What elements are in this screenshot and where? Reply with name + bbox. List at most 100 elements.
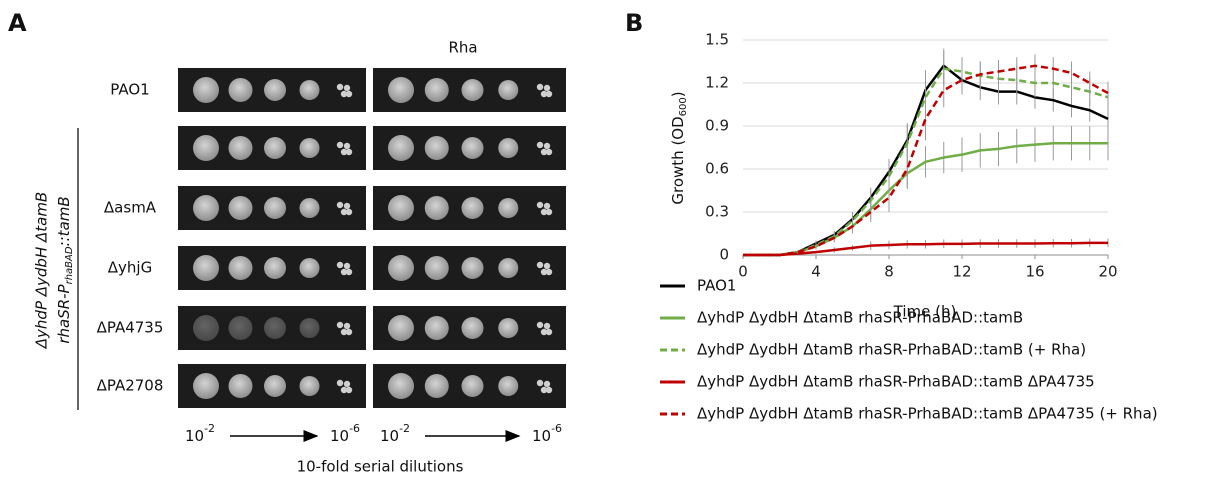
colony xyxy=(343,142,351,150)
text-part: rhaSR-P xyxy=(55,283,73,343)
dilution-label: 10-2 xyxy=(185,422,215,445)
colony xyxy=(345,386,353,394)
y-tick-label: 0.6 xyxy=(705,160,729,178)
colony xyxy=(536,321,544,329)
base: 10 xyxy=(330,427,349,445)
x-axis-title: Time (h) xyxy=(893,303,957,321)
spot xyxy=(228,374,253,398)
legend-label: ΔyhdP ΔydbH ΔtamB rhaSR-PrhaBAD::tamB ΔP… xyxy=(697,373,1095,391)
spot xyxy=(299,138,320,158)
spot xyxy=(498,258,519,278)
spot xyxy=(461,79,484,101)
spot xyxy=(264,375,286,397)
colony xyxy=(343,380,351,388)
y-tick-label: 0.9 xyxy=(705,117,729,135)
spot xyxy=(498,138,519,158)
spot xyxy=(461,317,484,339)
row-label: ΔyhjG xyxy=(108,259,152,277)
series-line xyxy=(743,64,1109,257)
colony xyxy=(340,386,348,394)
spot xyxy=(388,77,414,103)
series-line xyxy=(743,241,1108,257)
group-label: ΔyhdP ΔydbH ΔtamB rhaSR-PrhaBAD::tamB xyxy=(33,192,76,349)
colony xyxy=(336,201,344,209)
exponent: -2 xyxy=(204,422,215,435)
colony xyxy=(336,379,344,387)
colony xyxy=(540,90,548,98)
x-tick-label: 0 xyxy=(738,263,748,281)
colony xyxy=(543,202,551,210)
y-tick-label: 1.2 xyxy=(705,74,729,92)
dilution-label: 10-2 xyxy=(380,422,410,445)
spot xyxy=(264,79,286,101)
colony xyxy=(343,202,351,210)
spot xyxy=(498,198,519,218)
colony xyxy=(540,148,548,156)
colony xyxy=(536,83,544,91)
legend-label: PAO1 xyxy=(697,277,736,295)
spot xyxy=(299,198,320,218)
group-label-line: rhaSR-PrhaBAD::tamB xyxy=(55,196,76,343)
colony xyxy=(545,386,553,394)
spot xyxy=(299,258,320,278)
colony xyxy=(340,328,348,336)
y-tick-label: 0 xyxy=(719,246,729,264)
colony xyxy=(545,328,553,336)
exponent: -6 xyxy=(551,422,562,435)
colony xyxy=(336,321,344,329)
spot xyxy=(299,376,320,396)
row-label: ΔasmA xyxy=(104,199,157,217)
row-label: PAO1 xyxy=(110,81,149,99)
subscript: 600 xyxy=(678,97,689,116)
exponent: -6 xyxy=(349,422,360,435)
colony xyxy=(536,261,544,269)
colony xyxy=(545,148,553,156)
colony xyxy=(543,84,551,92)
text-part: Growth (OD xyxy=(669,116,687,204)
spot xyxy=(498,318,519,338)
colony xyxy=(340,208,348,216)
colony xyxy=(340,90,348,98)
dilution-label: 10-6 xyxy=(532,422,562,445)
spot xyxy=(193,255,219,281)
colony xyxy=(540,386,548,394)
colony xyxy=(536,379,544,387)
colony xyxy=(340,148,348,156)
group-label-line: ΔyhdP ΔydbH ΔtamB xyxy=(33,192,51,349)
x-tick-label: 4 xyxy=(811,263,821,281)
colony xyxy=(543,322,551,330)
base: 10 xyxy=(380,427,399,445)
colony xyxy=(540,208,548,216)
colony xyxy=(336,83,344,91)
spot xyxy=(193,373,219,399)
spot xyxy=(228,256,253,280)
colony xyxy=(343,84,351,92)
spot xyxy=(498,376,519,396)
legend-label: ΔyhdP ΔydbH ΔtamB rhaSR-PrhaBAD::tamB ΔP… xyxy=(697,405,1158,423)
spot xyxy=(193,135,219,161)
spot xyxy=(299,80,320,100)
colony xyxy=(336,261,344,269)
spot xyxy=(388,373,414,399)
footer: 10-fold serial dilutions xyxy=(297,458,464,476)
colony xyxy=(540,328,548,336)
legend-label: ΔyhdP ΔydbH ΔtamB rhaSR-PrhaBAD::tamB xyxy=(697,309,1023,327)
spot xyxy=(388,315,414,341)
spot xyxy=(228,316,253,340)
text-part: ::tamB xyxy=(55,196,73,246)
spot xyxy=(424,78,449,102)
colony xyxy=(340,268,348,276)
colony xyxy=(345,328,353,336)
y-tick-label: 1.5 xyxy=(705,31,729,49)
y-axis-title: Growth (OD600) xyxy=(669,91,690,204)
subscript: rhaBAD xyxy=(64,246,75,284)
text-part: ) xyxy=(669,91,687,97)
x-tick-label: 8 xyxy=(884,263,894,281)
colony xyxy=(543,380,551,388)
colony xyxy=(336,141,344,149)
colony xyxy=(343,322,351,330)
dilution-label: 10-6 xyxy=(330,422,360,445)
x-tick-label: 16 xyxy=(1025,263,1044,281)
colony xyxy=(343,262,351,270)
